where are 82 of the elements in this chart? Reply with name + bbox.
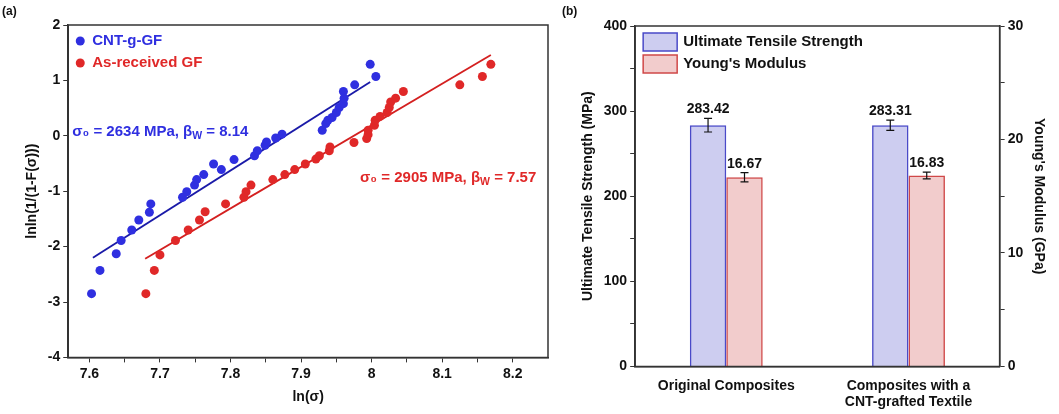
- data-label: 283.42: [686, 100, 730, 117]
- point: [116, 236, 126, 246]
- y2-tick-label: 0: [1007, 357, 1016, 374]
- point: [290, 165, 300, 175]
- point: [277, 129, 287, 139]
- x-axis-title: ln(σ): [292, 388, 324, 405]
- legend-label: As-received GF: [92, 53, 203, 71]
- point: [141, 289, 151, 299]
- point: [486, 59, 496, 69]
- y-axis-title: lnln(1/(1-F(σ))): [23, 143, 40, 239]
- point: [300, 159, 310, 169]
- point: [95, 265, 105, 275]
- point: [252, 146, 262, 156]
- point: [398, 86, 408, 96]
- y2-tick-label: 30: [1007, 16, 1024, 33]
- point: [280, 170, 290, 180]
- y-tick-label: 0: [52, 126, 61, 143]
- y-tick-label: -2: [47, 237, 61, 254]
- x-tick-label: 8: [367, 364, 376, 381]
- y-tick-label: 0: [619, 357, 628, 374]
- point: [170, 236, 180, 246]
- x-tick-label: Original Composites: [657, 376, 795, 393]
- point: [221, 199, 231, 209]
- data-label: 283.31: [868, 102, 912, 119]
- y2-tick-label: 10: [1007, 243, 1024, 260]
- y-tick-label: 1: [52, 71, 61, 88]
- y-tick-label: -4: [47, 348, 61, 365]
- point: [455, 80, 465, 90]
- chart-title: (b): [562, 4, 578, 19]
- x-tick-label: 8.1: [432, 364, 453, 381]
- point: [477, 72, 487, 82]
- x-tick-label: 7.8: [220, 364, 241, 381]
- point: [192, 175, 202, 185]
- chart-title: (a): [2, 4, 17, 19]
- point: [268, 175, 278, 185]
- y-tick-label: -1: [47, 182, 61, 199]
- y-tick-label: 300: [603, 101, 628, 118]
- point: [229, 155, 239, 165]
- point: [146, 199, 156, 209]
- point: [194, 215, 204, 225]
- point: [349, 137, 359, 147]
- legend-label: CNT-g-GF: [92, 31, 163, 49]
- point: [350, 80, 360, 90]
- point: [182, 187, 192, 197]
- y-axis-title: Ultimate Tensile Strength (MPa): [579, 91, 596, 302]
- point: [183, 225, 193, 235]
- y-tick-label: 400: [603, 16, 628, 33]
- legend-label: Young's Modulus: [683, 54, 807, 72]
- point: [317, 125, 327, 135]
- point: [111, 249, 121, 259]
- x-tick-label: 7.6: [79, 364, 100, 381]
- legend-label: Ultimate Tensile Strength: [683, 32, 863, 50]
- y-tick-label: -3: [47, 292, 61, 309]
- point: [178, 192, 188, 202]
- y-tick-label: 100: [603, 272, 628, 289]
- point: [209, 159, 219, 169]
- x-tick-label: 7.7: [150, 364, 170, 381]
- point: [200, 207, 210, 217]
- y2-tick-label: 20: [1007, 130, 1024, 147]
- point: [391, 93, 401, 103]
- point: [155, 250, 165, 260]
- y-tick-label: 200: [603, 187, 628, 204]
- y-tick-label: 2: [52, 15, 61, 32]
- data-label: 16.83: [909, 153, 945, 170]
- point: [241, 187, 251, 197]
- point: [87, 289, 97, 299]
- point: [127, 225, 137, 235]
- point: [199, 170, 209, 180]
- point: [365, 59, 375, 69]
- x-tick-label: Composites with a CNT-grafted Textile: [844, 376, 973, 410]
- x-tick-label: 7.9: [291, 364, 312, 381]
- point: [134, 215, 144, 225]
- point: [216, 165, 226, 175]
- point: [375, 111, 385, 121]
- point: [338, 86, 348, 96]
- point: [144, 207, 154, 217]
- point: [246, 180, 256, 190]
- data-label: 16.67: [726, 154, 763, 171]
- x-tick-label: 8.2: [502, 364, 523, 381]
- point: [371, 72, 381, 82]
- point: [149, 265, 159, 275]
- y2-axis-title: Young's Modulus (GPa): [1031, 118, 1048, 275]
